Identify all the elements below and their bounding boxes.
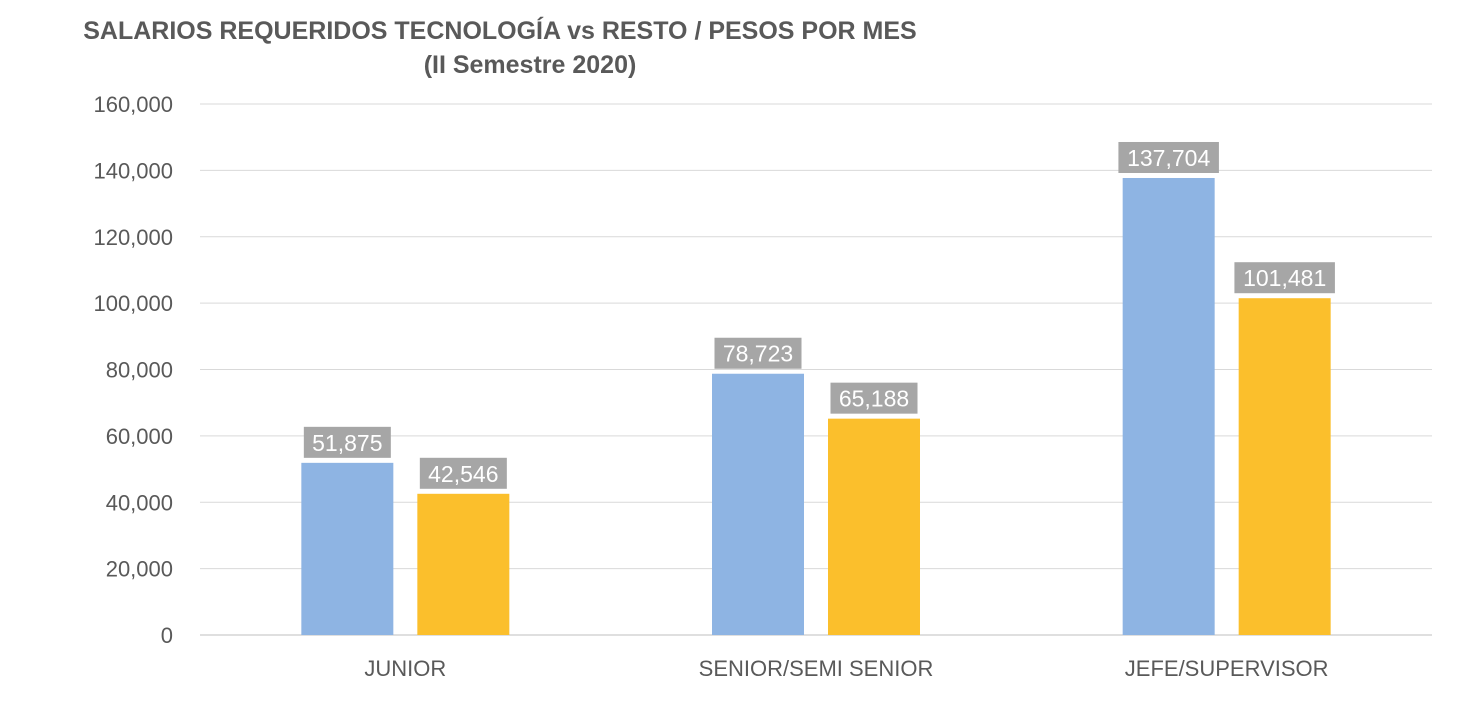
y-tick-label: 40,000 bbox=[106, 490, 173, 515]
x-tick-label: SENIOR/SEMI SENIOR bbox=[699, 656, 934, 681]
bar bbox=[301, 462, 394, 635]
y-tick-label: 20,000 bbox=[106, 557, 173, 582]
bar bbox=[712, 373, 804, 635]
data-labels: 51,875 42,546 78,723 65,188 137,704 101,481 bbox=[303, 141, 1335, 489]
y-tick-label: 60,000 bbox=[106, 424, 173, 449]
data-label: 42,546 bbox=[428, 461, 498, 487]
y-axis: 0 20,000 40,000 60,000 80,000 100,000 120,000 1… bbox=[93, 92, 173, 648]
data-label: 101,481 bbox=[1243, 265, 1326, 291]
bar bbox=[1122, 177, 1215, 635]
data-label-bg bbox=[714, 337, 802, 369]
chart-title-block: SALARIOS REQUERIDOS TECNOLOGÍA vs RESTO … bbox=[0, 14, 1000, 82]
data-label: 137,704 bbox=[1127, 145, 1210, 171]
bar bbox=[417, 493, 510, 635]
data-label-bg bbox=[830, 382, 918, 414]
data-label: 78,723 bbox=[723, 341, 793, 367]
x-tick-label: JEFE/SUPERVISOR bbox=[1125, 656, 1329, 681]
bar bbox=[828, 418, 920, 635]
y-tick-label: 160,000 bbox=[93, 92, 173, 117]
data-label-bg bbox=[303, 426, 391, 458]
y-tick-label: 140,000 bbox=[93, 158, 173, 183]
bars bbox=[301, 177, 1331, 635]
data-label-bg bbox=[1118, 141, 1219, 173]
y-tick-label: 100,000 bbox=[93, 291, 173, 316]
data-label: 51,875 bbox=[312, 430, 382, 456]
y-tick-label: 80,000 bbox=[106, 358, 173, 383]
x-tick-label: JUNIOR bbox=[364, 656, 446, 681]
data-label: 65,188 bbox=[839, 386, 909, 412]
gridlines bbox=[200, 103, 1432, 636]
y-tick-label: 120,000 bbox=[93, 225, 173, 250]
data-label-bg bbox=[419, 457, 507, 489]
y-tick-label: 0 bbox=[161, 623, 173, 648]
chart-title: SALARIOS REQUERIDOS TECNOLOGÍA vs RESTO … bbox=[83, 17, 917, 45]
data-label-bg bbox=[1234, 262, 1335, 294]
x-axis: JUNIOR SENIOR/SEMI SENIOR JEFE/SUPERVISOR bbox=[364, 656, 1328, 681]
bar bbox=[1238, 298, 1331, 635]
chart-subtitle: (II Semestre 2020) bbox=[423, 51, 637, 79]
